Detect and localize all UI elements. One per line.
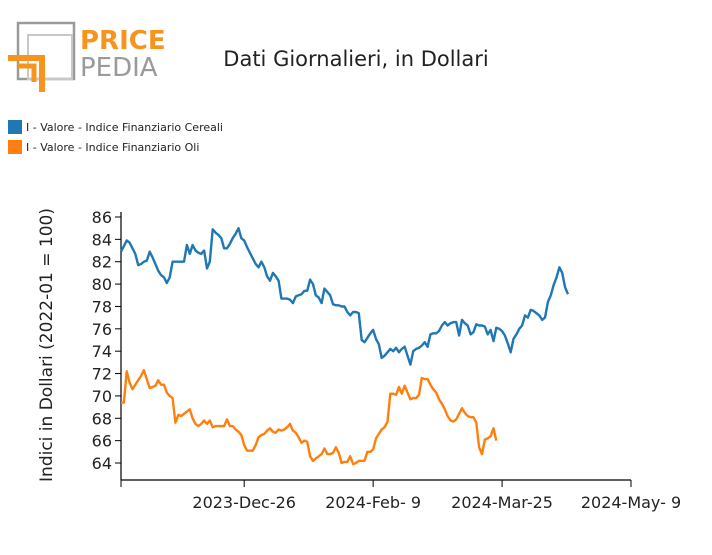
series-line-cereali	[119, 226, 570, 366]
x-tick-label: 2024-Mar-25	[451, 493, 553, 512]
x-tick-label: 2024-Feb- 9	[325, 493, 421, 512]
logo-price-text: PRICE	[80, 26, 166, 56]
chart-title: Dati Giornalieri, in Dollari	[223, 47, 488, 71]
y-axis-label: Indici in Dollari (2022-01 = 100)	[37, 208, 57, 482]
y-tick-label: 74	[92, 342, 112, 361]
series-line-oli	[121, 369, 498, 466]
legend-label-oli: I - Valore - Indice Finanziario Oli	[26, 141, 199, 154]
series-lines	[119, 226, 570, 466]
y-tick-label: 78	[92, 297, 112, 316]
y-tick-label: 68	[92, 409, 112, 428]
logo-orange-bracket-inner	[18, 63, 37, 82]
y-tick-label: 70	[92, 387, 112, 406]
chart-legend: I - Valore - Indice Finanziario Cereali …	[8, 120, 223, 154]
y-ticks: 64 66 68 70 72 74 76 78 80 82 84 86	[92, 208, 121, 473]
y-tick-label: 76	[92, 320, 112, 339]
y-tick-label: 72	[92, 365, 112, 384]
logo-pedia-text: PEDIA	[80, 53, 158, 83]
x-tick-label: 2024-May- 9	[581, 493, 681, 512]
y-tick-label: 82	[92, 253, 112, 272]
legend-label-cereali: I - Valore - Indice Finanziario Cereali	[26, 121, 223, 134]
legend-swatch-cereali	[8, 120, 22, 134]
logo-orange-bracket-outer	[8, 55, 45, 92]
y-tick-label: 66	[92, 432, 112, 451]
y-tick-label: 80	[92, 275, 112, 294]
pricepedia-logo: PRICE PEDIA	[8, 21, 166, 92]
y-tick-label: 64	[92, 454, 112, 473]
x-ticks: 2023-Dec-26 2024-Feb- 9 2024-Mar-25 2024-Ma…	[120, 480, 681, 512]
y-tick-label: 84	[92, 230, 112, 249]
logo-gray-frame-outer	[16, 21, 76, 81]
legend-swatch-oli	[8, 140, 22, 154]
y-tick-label: 86	[92, 208, 112, 227]
x-tick-label: 2023-Dec-26	[192, 493, 296, 512]
